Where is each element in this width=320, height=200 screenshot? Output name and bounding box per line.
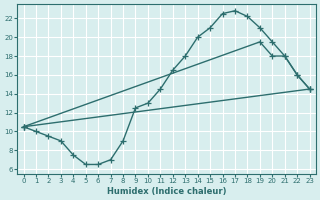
- X-axis label: Humidex (Indice chaleur): Humidex (Indice chaleur): [107, 187, 226, 196]
